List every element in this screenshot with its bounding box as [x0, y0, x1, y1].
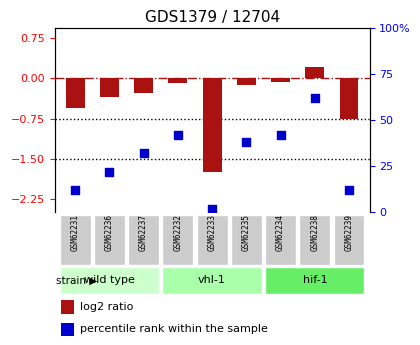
Text: wild type: wild type	[84, 275, 135, 285]
Point	[106, 169, 113, 175]
Point	[243, 139, 250, 145]
FancyBboxPatch shape	[333, 215, 365, 265]
Text: percentile rank within the sample: percentile rank within the sample	[80, 324, 268, 334]
FancyBboxPatch shape	[231, 215, 262, 265]
FancyBboxPatch shape	[265, 267, 365, 294]
Text: GSM62231: GSM62231	[71, 214, 80, 251]
FancyBboxPatch shape	[265, 215, 296, 265]
FancyBboxPatch shape	[60, 215, 91, 265]
Point	[209, 206, 215, 211]
Text: GSM62238: GSM62238	[310, 214, 319, 251]
Text: GSM62236: GSM62236	[105, 214, 114, 251]
Bar	[237, 79, 256, 85]
Text: GSM62232: GSM62232	[173, 214, 182, 251]
FancyBboxPatch shape	[94, 215, 125, 265]
Point	[140, 150, 147, 156]
Point	[312, 95, 318, 101]
Bar	[100, 79, 119, 97]
Bar	[61, 323, 74, 336]
Text: GSM62237: GSM62237	[139, 214, 148, 251]
Title: GDS1379 / 12704: GDS1379 / 12704	[144, 10, 280, 25]
Bar	[340, 79, 359, 119]
Bar	[271, 79, 290, 82]
Bar	[61, 300, 74, 314]
Bar	[203, 79, 221, 172]
Text: hif-1: hif-1	[302, 275, 327, 285]
Point	[72, 187, 79, 193]
Bar	[66, 79, 84, 108]
Point	[277, 132, 284, 138]
Point	[174, 132, 181, 138]
Text: GSM62233: GSM62233	[207, 214, 217, 251]
FancyBboxPatch shape	[163, 215, 193, 265]
FancyBboxPatch shape	[128, 215, 159, 265]
Text: GSM62235: GSM62235	[242, 214, 251, 251]
Text: GSM62239: GSM62239	[344, 214, 354, 251]
FancyBboxPatch shape	[163, 267, 262, 294]
FancyBboxPatch shape	[299, 215, 330, 265]
Text: GSM62234: GSM62234	[276, 214, 285, 251]
Text: vhl-1: vhl-1	[198, 275, 226, 285]
Text: strain ▶: strain ▶	[56, 275, 97, 285]
Text: log2 ratio: log2 ratio	[80, 302, 133, 312]
Bar	[168, 79, 187, 83]
Bar	[134, 79, 153, 93]
Bar	[305, 67, 324, 79]
FancyBboxPatch shape	[60, 267, 159, 294]
FancyBboxPatch shape	[197, 215, 228, 265]
Point	[346, 187, 352, 193]
